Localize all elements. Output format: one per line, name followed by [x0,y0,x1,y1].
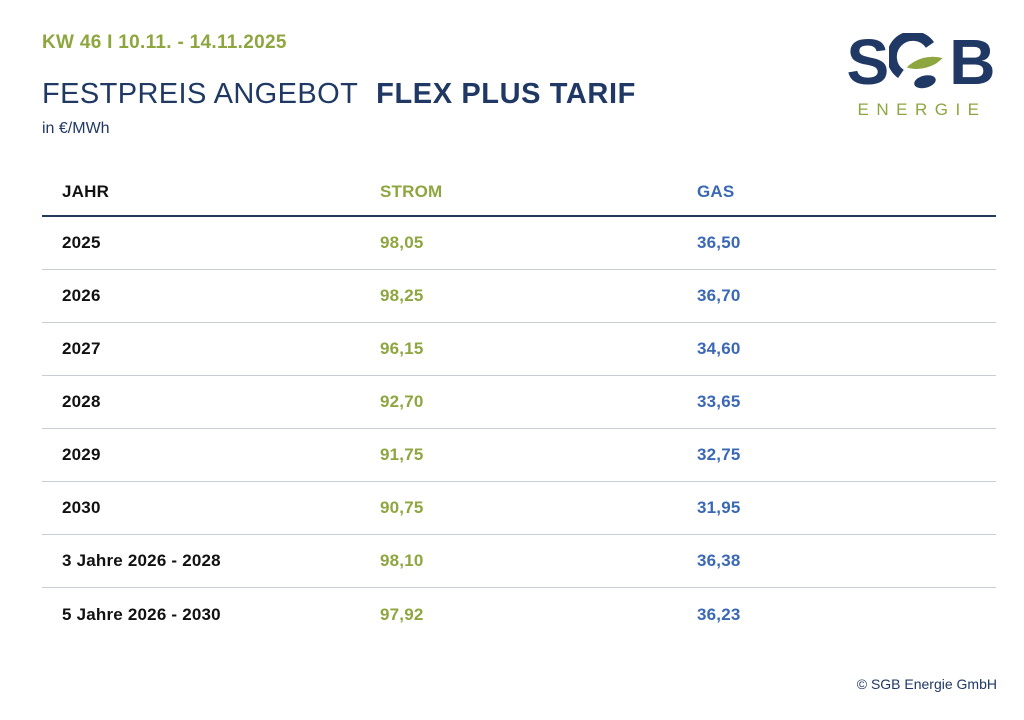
row-year-label: 2025 [62,233,101,252]
table-row: 2028 92,70 33,65 [42,376,996,429]
logo-subtitle: ENERGIE [857,100,987,119]
row-strom-value: 98,05 [380,233,424,252]
table-row: 5 Jahre 2026 - 2030 97,92 36,23 [42,588,996,641]
row-gas-value: 36,70 [697,286,741,305]
row-strom-value: 92,70 [380,392,424,411]
row-year-label: 2027 [62,339,101,358]
column-header-jahr: JAHR [62,181,110,201]
sgb-logo-word: S B [840,30,1000,94]
row-gas-value: 36,50 [697,233,741,252]
row-year-label: 2026 [62,286,101,305]
row-year-label: 5 Jahre 2026 - 2030 [62,604,221,624]
row-year-label: 2030 [62,498,101,517]
row-year-label: 3 Jahre 2026 - 2028 [62,551,221,570]
page-title-regular: FESTPREIS ANGEBOT [42,78,358,110]
header: KW 46 I 10.11. - 14.11.2025 FESTPREIS AN… [42,32,636,138]
table-row: 2026 98,25 36,70 [42,270,996,323]
unit-label: in €/MWh [42,120,110,137]
copyright-notice: © SGB Energie GmbH [856,676,997,692]
row-year-label: 2028 [62,392,101,411]
calendar-week-label: KW 46 I 10.11. - 14.11.2025 [42,32,287,53]
column-header-strom: STROM [380,181,443,201]
row-year-label: 2029 [62,445,101,464]
table-row: 2029 91,75 32,75 [42,429,996,482]
row-gas-value: 33,65 [697,392,741,411]
page-title-bold: FLEX PLUS TARIF [376,78,636,110]
row-gas-value: 36,38 [697,551,741,570]
row-gas-value: 32,75 [697,445,741,464]
row-gas-value: 36,23 [697,604,741,624]
logo-letter-s: S [846,26,890,98]
row-strom-value: 98,25 [380,286,424,305]
row-strom-value: 98,10 [380,551,424,570]
logo-g-icon [889,33,947,89]
table-row: 2027 96,15 34,60 [42,323,996,376]
price-table: JAHR STROM GAS 2025 98,05 36,50 2026 98,… [42,168,996,641]
sgb-logo: S B ENERGIE [840,30,1000,120]
table-row: 2030 90,75 31,95 [42,482,996,535]
table-row: 2025 98,05 36,50 [42,217,996,270]
table-row: 3 Jahre 2026 - 2028 98,10 36,38 [42,535,996,588]
row-strom-value: 91,75 [380,445,424,464]
logo-letter-b: B [949,26,995,98]
row-strom-value: 96,15 [380,339,424,358]
row-gas-value: 34,60 [697,339,741,358]
column-header-gas: GAS [697,181,735,201]
page-title: FESTPREIS ANGEBOT FLEX PLUS TARIF [42,78,636,111]
row-gas-value: 31,95 [697,498,741,517]
row-strom-value: 90,75 [380,498,424,517]
table-header-row: JAHR STROM GAS [42,168,996,217]
row-strom-value: 97,92 [380,604,424,624]
